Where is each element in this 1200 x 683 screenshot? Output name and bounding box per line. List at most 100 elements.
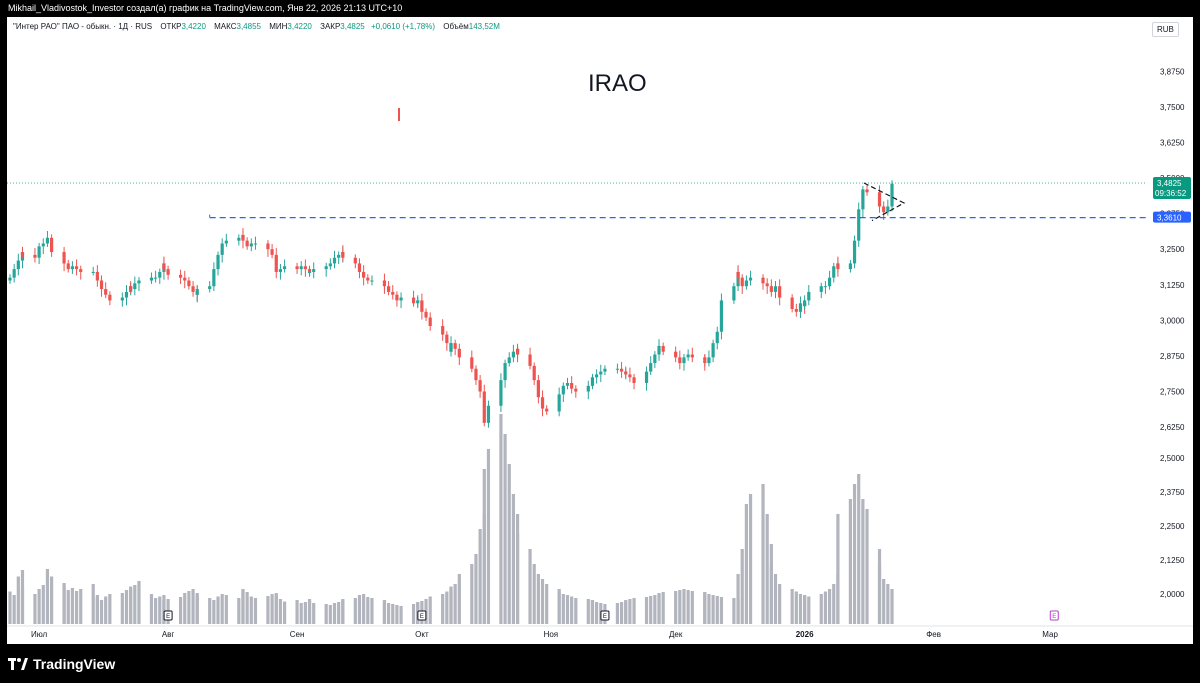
volume-bar: [449, 586, 453, 624]
open-value: 3,4220: [181, 22, 206, 31]
volume-bar: [312, 603, 316, 624]
candle-body: [195, 289, 199, 295]
volume-bar: [62, 586, 66, 624]
candle-body: [449, 343, 453, 352]
price-tick-label: 2,5000: [1160, 454, 1185, 463]
price-chart-svg[interactable]: 3,87503,75003,62503,50003,37503,25003,12…: [7, 17, 1193, 644]
time-tick-label: Дек: [669, 630, 683, 639]
candle-body: [507, 357, 511, 364]
time-tick-label: Авг: [162, 630, 175, 639]
volume-bar: [682, 589, 686, 624]
volume-bar: [245, 592, 249, 624]
volume-bar: [74, 591, 79, 624]
high-label: МАКС: [214, 22, 237, 31]
volume-bar: [332, 603, 337, 624]
volume-bar: [827, 589, 832, 624]
candle-body: [37, 246, 41, 258]
tradingview-logo[interactable]: TradingView: [8, 656, 115, 672]
candle-body: [99, 280, 104, 290]
candle-body: [703, 360, 707, 364]
high-value: 3,4855: [236, 22, 261, 31]
candle-body: [798, 303, 803, 312]
candle-body: [158, 271, 162, 278]
time-tick-label: Окт: [415, 630, 429, 639]
price-tick-label: 2,1250: [1160, 556, 1185, 565]
candle-body: [619, 368, 624, 372]
candle-body: [674, 351, 678, 358]
candle-body: [74, 266, 79, 270]
candle-body: [220, 243, 224, 255]
volume-bar: [386, 603, 391, 624]
volume-bar: [507, 464, 511, 624]
volume-bar: [370, 598, 374, 624]
volume-bar: [882, 579, 886, 624]
volume-bar: [886, 584, 890, 624]
footer-bar: TradingView: [0, 644, 1200, 683]
candle-body: [424, 311, 428, 318]
volume-bar: [690, 591, 694, 624]
symbol-name[interactable]: "Интер РАО" ПАО - обыкн. · 1Д · RUS: [13, 22, 153, 31]
candle-body: [137, 280, 141, 284]
candle-body: [765, 283, 769, 287]
candle-body: [686, 354, 690, 358]
time-tick-label: Ноя: [544, 630, 559, 639]
volume-bar: [282, 601, 287, 624]
candle-body: [45, 237, 50, 244]
volume-bar: [499, 414, 503, 624]
volume-bar: [624, 600, 628, 624]
volume-bar: [104, 596, 108, 624]
volume-bar: [241, 589, 245, 624]
candle-body: [886, 206, 890, 213]
currency-button[interactable]: RUB: [1152, 22, 1179, 37]
candle-body: [532, 365, 536, 381]
candle-body: [120, 297, 124, 301]
volume-bar: [108, 594, 112, 624]
candle-body: [129, 286, 133, 290]
volume-bar: [307, 599, 312, 624]
volume-bar: [744, 504, 748, 624]
candle-body: [162, 263, 166, 270]
candle-body: [441, 326, 445, 335]
volume-bar: [158, 596, 162, 624]
candle-body: [237, 237, 241, 241]
candle-body: [632, 377, 636, 383]
volume-bar: [366, 597, 370, 624]
candle-body: [565, 382, 570, 386]
symbol-legend: "Интер РАО" ПАО - обыкн. · 1Д · RUS ОТКР…: [13, 22, 500, 31]
volume-bar: [482, 469, 486, 624]
candle-body: [62, 257, 66, 264]
candles: [8, 108, 894, 428]
volume-bar: [503, 434, 507, 624]
candle-body: [299, 266, 303, 270]
chart-area[interactable]: 3,87503,75003,62503,50003,37503,25003,12…: [7, 17, 1193, 644]
candle-body: [337, 254, 341, 258]
candle-body: [79, 269, 83, 272]
volume-bar: [266, 596, 270, 624]
volume-bar: [649, 596, 653, 624]
candle-body: [470, 357, 474, 369]
candle-body: [249, 243, 253, 247]
volume-bar: [328, 605, 332, 624]
volume-bar: [570, 596, 574, 624]
current-price-label-bg: [1153, 177, 1191, 200]
candle-body: [33, 254, 37, 258]
volume-bar: [382, 602, 387, 624]
candle-body: [428, 317, 432, 327]
volume-bar: [133, 585, 137, 624]
volume-bar: [453, 584, 457, 624]
volume-bar: [848, 499, 852, 624]
price-tick-label: 3,7500: [1160, 103, 1185, 112]
volume-bar: [99, 600, 104, 624]
candle-body: [778, 286, 782, 298]
volume-bar: [399, 606, 403, 624]
candle-body: [882, 206, 886, 213]
time-tick-label: Сен: [290, 630, 305, 639]
volume-bar: [686, 590, 690, 624]
author-line: Mikhail_Vladivostok_Investor создал(а) г…: [8, 3, 403, 13]
volume-bar: [832, 584, 836, 624]
earnings-marker-letter: E: [1052, 614, 1056, 620]
time-tick-label: Мар: [1042, 630, 1058, 639]
time-tick-label: 2026: [796, 630, 814, 639]
candle-body: [732, 286, 736, 301]
